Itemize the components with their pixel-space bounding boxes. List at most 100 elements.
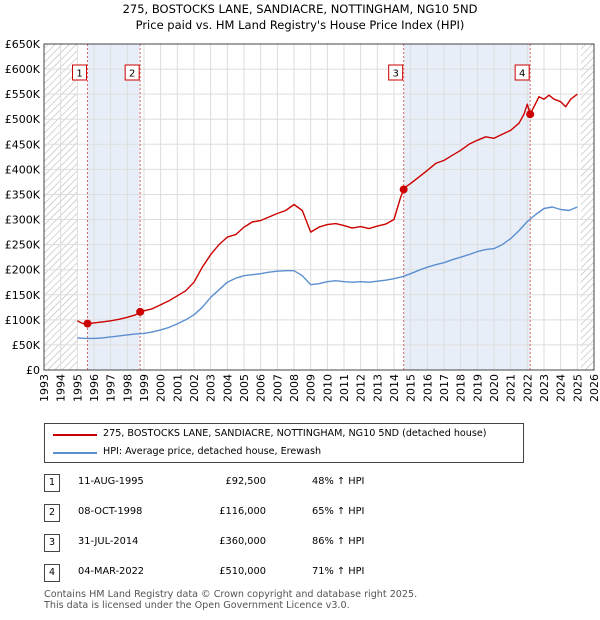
x-tick-label: 1995 bbox=[71, 374, 84, 402]
footer-copyright: Contains HM Land Registry data © Crown c… bbox=[44, 589, 418, 600]
y-tick-label: £300K bbox=[5, 214, 41, 227]
sale-period-shade bbox=[87, 44, 141, 370]
x-tick-label: 2025 bbox=[571, 374, 584, 402]
x-tick-label: 2000 bbox=[155, 374, 168, 402]
x-tick-label: 2005 bbox=[238, 374, 251, 402]
sale-label-box bbox=[72, 64, 87, 81]
x-tick-label: 2019 bbox=[471, 374, 484, 402]
sale-period-shade bbox=[403, 44, 531, 370]
x-tick-label: 2011 bbox=[338, 374, 351, 402]
legend: 275, BOSTOCKS LANE, SANDIACRE, NOTTINGHA… bbox=[44, 423, 524, 463]
sale-hpi-change: 71% ↑ HPI bbox=[312, 566, 365, 577]
sale-point-marker bbox=[136, 307, 145, 316]
sale-label-box bbox=[124, 64, 140, 81]
sale-label: 1 bbox=[76, 69, 82, 80]
sale-label: 4 bbox=[519, 69, 525, 80]
x-tick-label: 2004 bbox=[221, 374, 234, 402]
y-tick-label: £0 bbox=[26, 364, 40, 377]
y-tick-label: £150K bbox=[5, 289, 41, 302]
x-tick-label: 2024 bbox=[555, 374, 568, 402]
sale-date: 11-AUG-1995 bbox=[78, 476, 144, 487]
price-chart: 275, BOSTOCKS LANE, SANDIACRE, NOTTINGHA… bbox=[5, 2, 600, 402]
sale-label-box bbox=[514, 64, 530, 81]
y-tick-label: £550K bbox=[5, 88, 41, 101]
sale-price: £92,500 bbox=[225, 476, 266, 487]
sale-markers: 1 2 3 4 bbox=[72, 64, 535, 328]
y-tick-label: £100K bbox=[5, 314, 41, 327]
sale-number-badge: 2 bbox=[44, 504, 60, 522]
x-tick-label: 1997 bbox=[105, 374, 118, 402]
sale-row: 2 08-OCT-1998 £116,000 65% ↑ HPI bbox=[0, 504, 600, 524]
x-tick-label: 2020 bbox=[488, 374, 501, 402]
legend-label-hpi: HPI: Average price, detached house, Erew… bbox=[103, 446, 322, 457]
series-line bbox=[76, 93, 578, 325]
legend-swatch-hpi bbox=[53, 452, 97, 454]
x-tick-label: 2022 bbox=[521, 374, 534, 402]
y-tick-label: £200K bbox=[5, 264, 41, 277]
sale-label: 2 bbox=[129, 69, 135, 80]
chart-subtitle: Price paid vs. HM Land Registry's House … bbox=[136, 18, 465, 32]
y-tick-label: £450K bbox=[5, 138, 41, 151]
x-tick-label: 1999 bbox=[138, 374, 151, 402]
x-tick-label: 2012 bbox=[355, 374, 368, 402]
plot-frame bbox=[43, 43, 595, 371]
sale-date: 04-MAR-2022 bbox=[78, 566, 145, 577]
sale-point-marker bbox=[399, 185, 408, 194]
x-tick-label: 2010 bbox=[321, 374, 334, 402]
x-tick-label: 1996 bbox=[88, 374, 101, 402]
x-tick-label: 1994 bbox=[55, 374, 68, 402]
footer-licence: This data is licensed under the Open Gov… bbox=[44, 600, 350, 611]
y-tick-label: £350K bbox=[5, 188, 41, 201]
sale-hpi-change: 86% ↑ HPI bbox=[312, 536, 365, 547]
sale-label: 3 bbox=[392, 69, 398, 80]
sale-date: 31-JUL-2014 bbox=[78, 536, 139, 547]
x-tick-label: 2006 bbox=[255, 374, 268, 402]
y-tick-label: £650K bbox=[5, 38, 41, 51]
x-tick-label: 2002 bbox=[188, 374, 201, 402]
x-tick-label: 2023 bbox=[538, 374, 551, 402]
sale-price: £510,000 bbox=[219, 566, 266, 577]
y-tick-label: £250K bbox=[5, 239, 41, 252]
y-tick-label: £600K bbox=[5, 63, 41, 76]
series-line bbox=[77, 206, 578, 340]
sale-hpi-change: 48% ↑ HPI bbox=[312, 476, 365, 487]
x-tick-label: 1998 bbox=[121, 374, 134, 402]
sale-label-box bbox=[388, 64, 404, 81]
x-tick-label: 2001 bbox=[171, 374, 184, 402]
y-tick-label: £400K bbox=[5, 163, 41, 176]
x-tick-label: 2009 bbox=[305, 374, 318, 402]
sale-price: £116,000 bbox=[219, 506, 266, 517]
sale-row: 3 31-JUL-2014 £360,000 86% ↑ HPI bbox=[0, 534, 600, 554]
x-tick-label: 2016 bbox=[421, 374, 434, 402]
legend-swatch-property bbox=[53, 434, 97, 436]
sale-date: 08-OCT-1998 bbox=[78, 506, 143, 517]
gridlines bbox=[43, 43, 595, 371]
sale-hpi-change: 65% ↑ HPI bbox=[312, 506, 365, 517]
x-tick-label: 2003 bbox=[205, 374, 218, 402]
x-tick-label: 2021 bbox=[505, 374, 518, 402]
sale-point-marker bbox=[83, 319, 92, 328]
legend-label-property: 275, BOSTOCKS LANE, SANDIACRE, NOTTINGHA… bbox=[103, 428, 487, 439]
sale-row: 4 04-MAR-2022 £510,000 71% ↑ HPI bbox=[0, 564, 600, 584]
x-tick-label: 1993 bbox=[38, 374, 51, 402]
sale-point-marker bbox=[526, 110, 535, 119]
sale-number-badge: 3 bbox=[44, 534, 60, 552]
axis-labels: £0 £50K £100K £150K £200K £250K £300K £350K £400… bbox=[5, 38, 600, 402]
shaded-regions bbox=[44, 44, 594, 370]
x-tick-label: 2008 bbox=[288, 374, 301, 402]
x-tick-label: 2018 bbox=[455, 374, 468, 402]
series-lines bbox=[76, 93, 578, 340]
footer: Contains HM Land Registry data © Crown c… bbox=[44, 589, 417, 611]
sale-price: £360,000 bbox=[219, 536, 266, 547]
x-tick-label: 2007 bbox=[271, 374, 284, 402]
x-tick-label: 2013 bbox=[371, 374, 384, 402]
no-data-hatch bbox=[580, 44, 594, 370]
chart-title: 275, BOSTOCKS LANE, SANDIACRE, NOTTINGHA… bbox=[123, 2, 478, 16]
x-tick-label: 2015 bbox=[405, 374, 418, 402]
x-tick-label: 2017 bbox=[438, 374, 451, 402]
sale-number-badge: 4 bbox=[44, 564, 60, 582]
x-tick-label: 2014 bbox=[388, 374, 401, 402]
sale-number-badge: 1 bbox=[44, 474, 60, 492]
y-tick-label: £50K bbox=[12, 339, 41, 352]
x-tick-label: 2026 bbox=[588, 374, 600, 402]
